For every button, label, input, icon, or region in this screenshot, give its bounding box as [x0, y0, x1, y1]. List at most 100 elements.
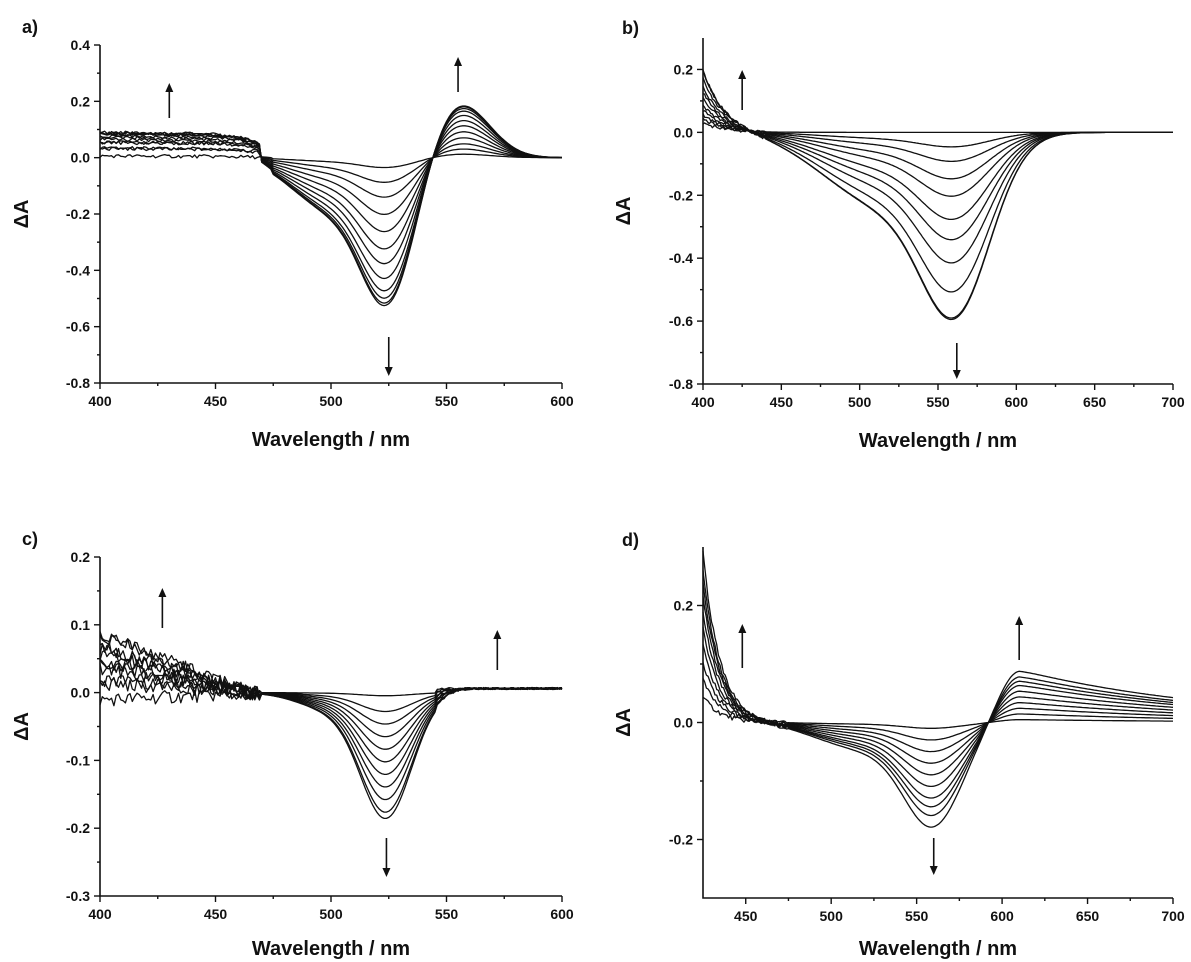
y-tick-label: 0.0: [674, 124, 694, 140]
series-line: [702, 110, 1173, 180]
x-tick-label: 450: [204, 906, 228, 922]
series-line: [702, 662, 1174, 753]
x-tick-label: 700: [1161, 908, 1185, 924]
x-tick-label: 550: [926, 394, 950, 410]
axis-frame: [99, 557, 562, 897]
series-line: [702, 644, 1174, 764]
x-tick-label: 500: [820, 908, 844, 924]
panel-label: a): [22, 17, 38, 37]
arrowhead: [158, 588, 167, 597]
x-tick-label: 550: [435, 906, 459, 922]
y-tick-label: -0.6: [66, 319, 90, 335]
panel-label: d): [622, 530, 639, 550]
y-tick-label: 0.2: [71, 93, 91, 109]
arrowhead: [1015, 616, 1024, 625]
series-line: [99, 146, 562, 183]
y-axis-title: ΔA: [613, 197, 635, 226]
x-tick-label: 400: [691, 394, 715, 410]
x-tick-label: 500: [319, 393, 343, 409]
x-tick-label: 600: [550, 393, 574, 409]
series-line: [702, 551, 1174, 828]
arrow-up: [454, 57, 463, 92]
y-tick-label: 0.2: [674, 598, 694, 614]
x-tick-label: 500: [319, 906, 343, 922]
x-tick-label: 400: [88, 393, 112, 409]
y-tick-label: -0.2: [669, 187, 693, 203]
series-line: [702, 596, 1174, 799]
y-tick-label: -0.2: [66, 206, 90, 222]
y-tick-label: -0.8: [66, 375, 90, 391]
arrowhead: [952, 370, 961, 379]
x-axis-title: Wavelength / nm: [252, 429, 410, 451]
series-line: [702, 85, 1173, 264]
y-axis-title: ΔA: [613, 708, 635, 737]
series-line: [702, 77, 1173, 293]
x-tick-label: 650: [1076, 908, 1100, 924]
series-line: [99, 125, 562, 250]
x-tick-label: 650: [1083, 394, 1107, 410]
chart-panel-b: 400 450 500 550 600 650 700 -0.8 -0.6 -0.4 -0.2 0.0…: [613, 18, 1185, 452]
x-axis-title: Wavelength / nm: [252, 938, 410, 960]
series-line: [702, 104, 1173, 197]
x-axis-title: Wavelength / nm: [859, 430, 1017, 452]
x-tick-label: 450: [204, 393, 228, 409]
x-tick-label: 550: [905, 908, 929, 924]
arrow-up: [493, 630, 502, 670]
arrowhead: [384, 367, 393, 376]
series-line: [702, 122, 1173, 134]
y-tick-label: 0.4: [71, 37, 91, 53]
series-line: [702, 612, 1174, 788]
series-line: [99, 631, 563, 820]
x-tick-label: 600: [1005, 394, 1029, 410]
y-tick-label: 0.0: [71, 150, 91, 166]
panel-label: c): [22, 529, 38, 549]
y-tick-label: -0.6: [669, 313, 693, 329]
arrowhead: [165, 83, 174, 92]
series-line: [99, 119, 563, 265]
y-tick-label: 0.1: [71, 617, 91, 633]
x-tick-label: 600: [550, 906, 574, 922]
y-tick-label: 0.0: [674, 715, 694, 731]
series-line: [702, 570, 1174, 817]
series-line: [702, 582, 1174, 808]
y-tick-label: -0.2: [66, 820, 90, 836]
series-line: [702, 69, 1173, 321]
y-tick-label: 0.2: [71, 549, 91, 565]
x-tick-label: 500: [848, 394, 872, 410]
y-tick-label: -0.4: [66, 262, 90, 278]
arrow-down: [929, 838, 938, 875]
axis-frame: [702, 38, 1173, 385]
y-tick-label: 0.2: [674, 61, 694, 77]
series-line: [702, 696, 1173, 729]
arrowhead: [493, 630, 502, 639]
x-tick-label: 450: [734, 908, 758, 924]
arrowhead: [382, 868, 391, 877]
arrow-up: [738, 624, 747, 668]
chart-panel-d: 450 500 550 600 650 700 -0.2 0.0 0.2 Wavelength /…: [613, 530, 1185, 960]
series-line: [702, 70, 1173, 319]
y-tick-label: 0.0: [71, 685, 91, 701]
chart-panel-a: 400 450 500 550 600 -0.8 -0.6 -0.4 -0.2 0.0 0.2 0.4…: [11, 17, 574, 451]
series-line: [99, 105, 562, 307]
series-line: [99, 137, 562, 216]
series-line: [702, 96, 1173, 221]
arrowhead: [738, 70, 747, 79]
y-axis-title: ΔA: [11, 712, 33, 741]
arrow-down: [384, 337, 393, 376]
series-line: [99, 641, 563, 813]
arrow-down: [382, 838, 391, 877]
y-tick-label: -0.2: [669, 832, 693, 848]
x-tick-label: 450: [770, 394, 794, 410]
arrowhead: [929, 866, 938, 875]
arrow-down: [952, 343, 961, 379]
arrowhead: [738, 624, 747, 633]
y-tick-label: -0.3: [66, 888, 90, 904]
arrow-up: [158, 588, 167, 628]
y-tick-label: -0.8: [669, 376, 693, 392]
series-line: [99, 131, 562, 233]
x-tick-label: 400: [88, 906, 112, 922]
series-line: [99, 110, 562, 292]
x-tick-label: 550: [435, 393, 459, 409]
